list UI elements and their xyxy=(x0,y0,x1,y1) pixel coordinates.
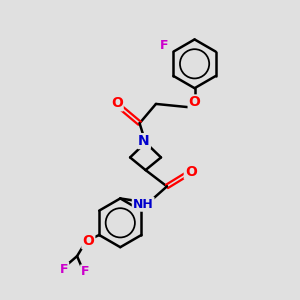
Text: F: F xyxy=(159,40,168,52)
Text: O: O xyxy=(189,95,200,110)
Text: O: O xyxy=(111,96,123,110)
Text: O: O xyxy=(185,164,197,178)
Text: F: F xyxy=(60,263,68,276)
Text: N: N xyxy=(138,134,150,148)
Text: F: F xyxy=(81,266,90,278)
Text: O: O xyxy=(82,234,94,248)
Text: NH: NH xyxy=(133,198,154,211)
